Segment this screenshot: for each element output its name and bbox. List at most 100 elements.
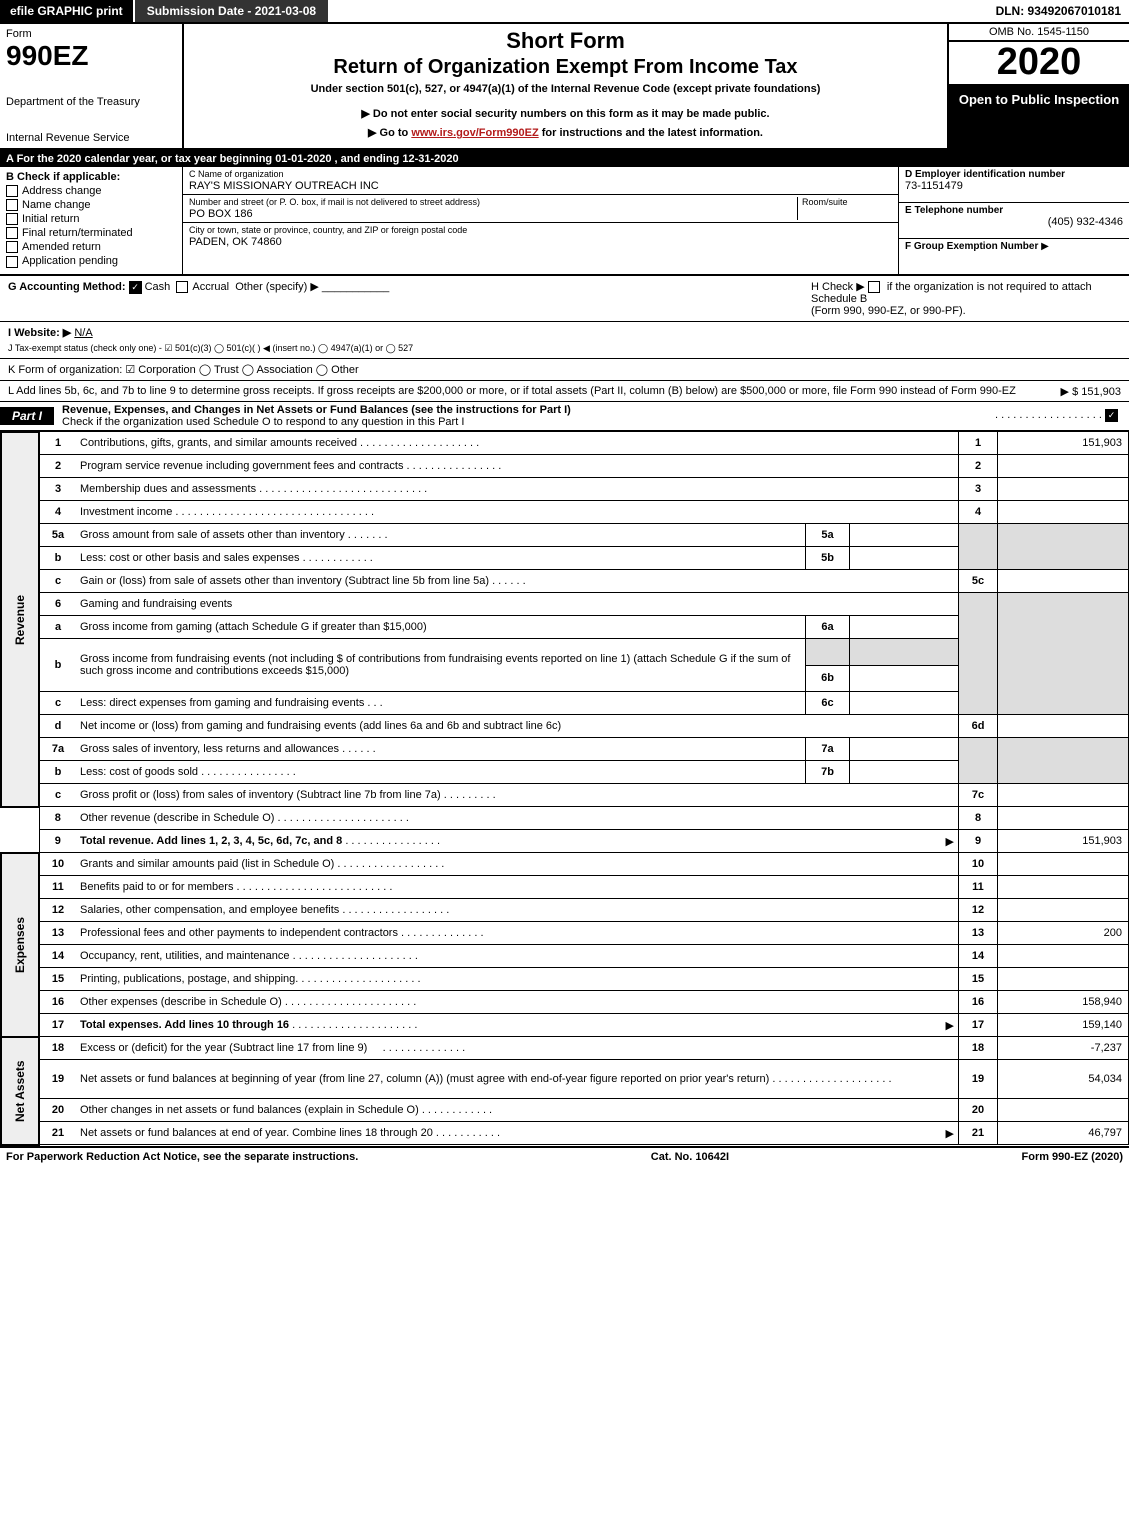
r10-rv bbox=[998, 853, 1129, 876]
part-1-header: Part I Revenue, Expenses, and Changes in… bbox=[0, 402, 1129, 431]
r13-rn: 13 bbox=[959, 922, 998, 945]
r12-d: Salaries, other compensation, and employ… bbox=[76, 899, 959, 922]
r5a-n: 5a bbox=[39, 524, 76, 547]
r6b-shade-v bbox=[850, 639, 959, 666]
chk-initial-label: Initial return bbox=[22, 213, 79, 225]
page-footer: For Paperwork Reduction Act Notice, see … bbox=[0, 1146, 1129, 1166]
r9-rn: 9 bbox=[959, 830, 998, 853]
header-left: Form 990EZ Department of the Treasury In… bbox=[0, 24, 184, 148]
footer-mid: Cat. No. 10642I bbox=[651, 1151, 729, 1163]
j-line: J Tax-exempt status (check only one) - ☑… bbox=[8, 343, 1121, 354]
r6b-sv bbox=[850, 665, 959, 692]
r9-n: 9 bbox=[39, 830, 76, 853]
g-h-row: G Accounting Method: ✓Cash Accrual Other… bbox=[0, 276, 1129, 322]
r21-rv: 46,797 bbox=[998, 1122, 1129, 1145]
r17-rn: 17 bbox=[959, 1014, 998, 1037]
ssn-warning: Do not enter social security numbers on … bbox=[190, 107, 941, 120]
box-f: F Group Exemption Number ▶ bbox=[899, 239, 1129, 274]
r6b-n: b bbox=[39, 639, 76, 692]
box-b-label: B Check if applicable: bbox=[6, 171, 176, 183]
r5c-d: Gain or (loss) from sale of assets other… bbox=[76, 570, 959, 593]
r5b-sv bbox=[850, 547, 959, 570]
org-addr-row: Number and street (or P. O. box, if mail… bbox=[183, 195, 898, 223]
org-addr-cap: Number and street (or P. O. box, if mail… bbox=[189, 197, 797, 207]
chk-final-return[interactable]: Final return/terminated bbox=[6, 227, 176, 239]
box-d: D Employer identification number 73-1151… bbox=[899, 167, 1129, 203]
r18-n: 18 bbox=[39, 1037, 76, 1060]
r7c-rn: 7c bbox=[959, 784, 998, 807]
netassets-side-label: Net Assets bbox=[1, 1037, 39, 1145]
r5b-d: Less: cost or other basis and sales expe… bbox=[76, 547, 806, 570]
link-suffix: for instructions and the latest informat… bbox=[542, 127, 763, 139]
chk-amended-return[interactable]: Amended return bbox=[6, 241, 176, 253]
efile-button[interactable]: efile GRAPHIC print bbox=[0, 0, 135, 22]
r21-rn: 21 bbox=[959, 1122, 998, 1145]
link-prefix: Go to bbox=[380, 127, 412, 139]
r9-rv: 151,903 bbox=[998, 830, 1129, 853]
org-name-val: RAY'S MISSIONARY OUTREACH INC bbox=[189, 180, 892, 192]
schedule-o-check: . . . . . . . . . . . . . . . . . . ✓ bbox=[995, 409, 1129, 422]
dln-label: DLN: 93492067010181 bbox=[988, 0, 1129, 22]
short-form-title: Short Form bbox=[190, 28, 941, 54]
r6d-rv bbox=[998, 715, 1129, 738]
r21-d: Net assets or fund balances at end of ye… bbox=[76, 1122, 959, 1145]
r7c-rv bbox=[998, 784, 1129, 807]
chk-amended-label: Amended return bbox=[22, 241, 101, 253]
r18-d: Excess or (deficit) for the year (Subtra… bbox=[76, 1037, 959, 1060]
r7b-d: Less: cost of goods sold . . . . . . . .… bbox=[76, 761, 806, 784]
part-1-title-text: Revenue, Expenses, and Changes in Net As… bbox=[62, 404, 571, 416]
r6-n: 6 bbox=[39, 593, 76, 616]
org-addr-val: PO BOX 186 bbox=[189, 208, 797, 220]
cash-label: Cash bbox=[145, 281, 171, 293]
r6d-rn: 6d bbox=[959, 715, 998, 738]
r5c-rn: 5c bbox=[959, 570, 998, 593]
r6a-sc: 6a bbox=[806, 616, 850, 639]
omb-number: OMB No. 1545-1150 bbox=[949, 24, 1129, 42]
r11-rv bbox=[998, 876, 1129, 899]
r14-rn: 14 bbox=[959, 945, 998, 968]
r6a-d: Gross income from gaming (attach Schedul… bbox=[76, 616, 806, 639]
chk-name-change[interactable]: Name change bbox=[6, 199, 176, 211]
box-h: H Check ▶ if the organization is not req… bbox=[811, 280, 1121, 317]
org-city-cap: City or town, state or province, country… bbox=[189, 225, 892, 235]
expenses-side-label: Expenses bbox=[1, 853, 39, 1037]
part-1-title: Revenue, Expenses, and Changes in Net As… bbox=[54, 402, 995, 430]
r13-rv: 200 bbox=[998, 922, 1129, 945]
r17-d: Total expenses. Add lines 10 through 16 … bbox=[76, 1014, 959, 1037]
chk-application-pending[interactable]: Application pending bbox=[6, 255, 176, 267]
return-title: Return of Organization Exempt From Incom… bbox=[190, 56, 941, 79]
r10-d: Grants and similar amounts paid (list in… bbox=[76, 853, 959, 876]
website-label: I Website: ▶ bbox=[8, 327, 71, 339]
r8-n: 8 bbox=[39, 807, 76, 830]
r6b-d: Gross income from fundraising events (no… bbox=[76, 639, 806, 692]
r4-rv bbox=[998, 501, 1129, 524]
r7-shade-v bbox=[998, 738, 1129, 784]
chk-initial-return[interactable]: Initial return bbox=[6, 213, 176, 225]
chk-address-change[interactable]: Address change bbox=[6, 185, 176, 197]
r7a-sv bbox=[850, 738, 959, 761]
chk-name-change-label: Name change bbox=[22, 199, 91, 211]
irs-link[interactable]: www.irs.gov/Form990EZ bbox=[411, 127, 538, 139]
top-bar: efile GRAPHIC print Submission Date - 20… bbox=[0, 0, 1129, 24]
r16-n: 16 bbox=[39, 991, 76, 1014]
r12-rn: 12 bbox=[959, 899, 998, 922]
group-exempt-cap: F Group Exemption Number bbox=[905, 241, 1038, 252]
line-l-amount: ▶ $ 151,903 bbox=[1061, 385, 1121, 398]
h-checkbox[interactable] bbox=[868, 281, 880, 293]
org-city-val: PADEN, OK 74860 bbox=[189, 236, 892, 248]
r6b-shade bbox=[806, 639, 850, 666]
r20-rn: 20 bbox=[959, 1099, 998, 1122]
r6a-sv bbox=[850, 616, 959, 639]
accrual-check-icon[interactable] bbox=[176, 281, 188, 293]
r6-shade bbox=[959, 593, 998, 715]
line-l-text: L Add lines 5b, 6c, and 7b to line 9 to … bbox=[8, 385, 1016, 397]
r7a-sc: 7a bbox=[806, 738, 850, 761]
tax-year-line: A For the 2020 calendar year, or tax yea… bbox=[0, 151, 1129, 167]
accrual-label: Accrual bbox=[192, 281, 229, 293]
r15-n: 15 bbox=[39, 968, 76, 991]
website-val: N/A bbox=[74, 327, 92, 339]
phone-cap: E Telephone number bbox=[905, 205, 1123, 216]
r11-d: Benefits paid to or for members . . . . … bbox=[76, 876, 959, 899]
r10-rn: 10 bbox=[959, 853, 998, 876]
r9-d: Total revenue. Add lines 1, 2, 3, 4, 5c,… bbox=[76, 830, 959, 853]
